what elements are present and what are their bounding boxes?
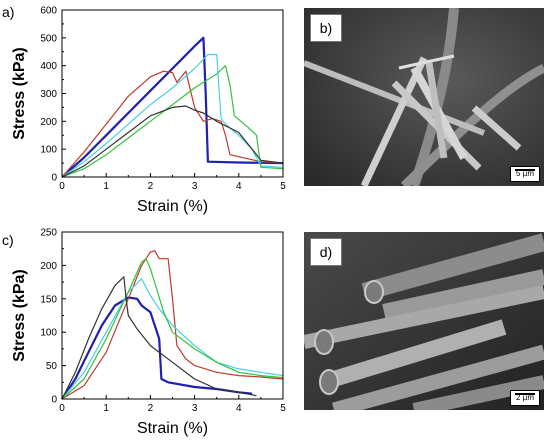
chart-a: 0 1 2 3 4 5 0 100 200 300 400 500 600 Strain (%) Stres…: [11, 6, 286, 216]
panel-label-d: d): [310, 238, 342, 266]
x-axis-label: Strain (%): [137, 198, 208, 215]
y-tick-label: 100: [40, 328, 57, 339]
y-tick-label: 100: [40, 145, 57, 156]
series-line-1: [61, 296, 253, 400]
y-tick-label: 600: [40, 6, 57, 17]
series-line-4: [61, 258, 284, 400]
x-tick-label: 1: [103, 403, 109, 414]
series-line-2: [61, 70, 284, 178]
y-tick-label: 250: [40, 228, 57, 239]
scale-bar-d: 2 µm: [510, 390, 540, 406]
panel-label-c: c): [2, 232, 14, 248]
x-tick-label: 3: [192, 181, 198, 192]
sem-image-d: d) 2 µm: [304, 232, 544, 410]
fiber-drawing-d: [304, 232, 544, 410]
y-tick-label: 150: [40, 294, 57, 305]
x-tick-label: 2: [148, 403, 154, 414]
series-line-2: [61, 250, 284, 400]
y-tick-label: 500: [40, 33, 57, 44]
x-tick-label: 5: [280, 181, 286, 192]
y-tick-label: 50: [46, 361, 58, 372]
x-tick-label: 3: [192, 403, 198, 414]
y-tick-label: 300: [40, 89, 57, 100]
series-line-5: [61, 276, 257, 400]
fiber-drawing-b: [304, 8, 544, 186]
x-tick-label: 0: [59, 181, 65, 192]
scale-bar-b: 5 µm: [510, 166, 540, 182]
series-line-4: [61, 65, 284, 178]
y-tick-label: 200: [40, 261, 57, 272]
x-tick-label: 4: [236, 403, 242, 414]
panel-label-b: b): [310, 14, 342, 42]
y-axis-label: Stress (kPa): [11, 269, 28, 362]
x-tick-label: 5: [280, 403, 286, 414]
x-tick-label: 1: [103, 181, 109, 192]
x-tick-label: 2: [148, 181, 154, 192]
x-tick-label: 4: [236, 181, 242, 192]
y-tick-label: 0: [51, 395, 57, 406]
y-axis-label: Stress (kPa): [11, 47, 28, 140]
series-line-3: [61, 278, 284, 400]
y-tick-label: 400: [40, 61, 57, 72]
y-tick-label: 0: [51, 173, 57, 184]
x-tick-label: 0: [59, 403, 65, 414]
panel-label-a: a): [2, 4, 15, 20]
series-line-1: [61, 36, 284, 178]
series-line-5: [61, 105, 284, 178]
y-tick-label: 200: [40, 117, 57, 128]
sem-image-b: b) 5 µm: [304, 8, 544, 186]
x-axis-label: Strain (%): [137, 420, 208, 437]
